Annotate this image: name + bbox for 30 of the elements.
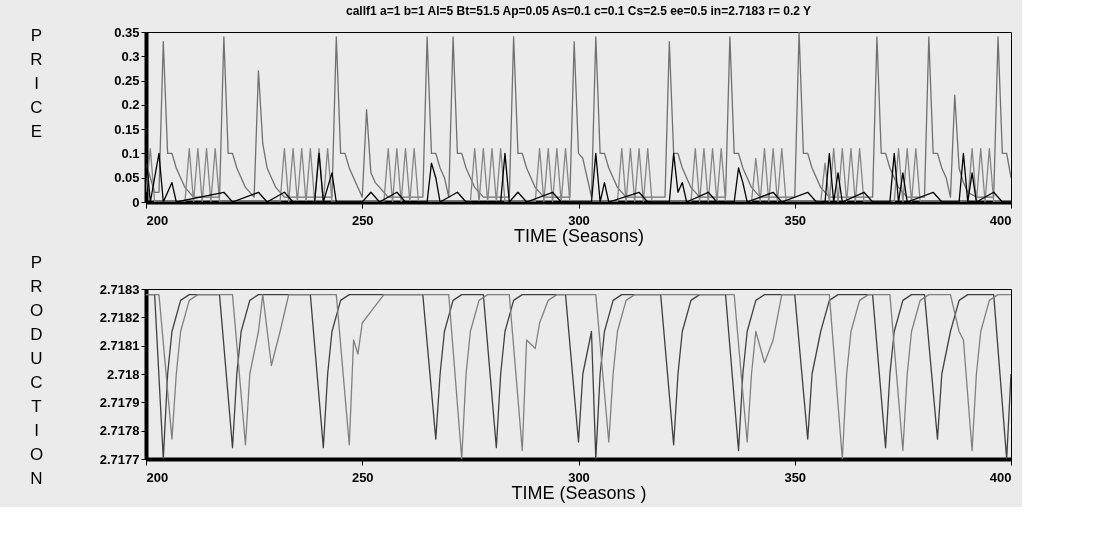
y-tick-label: 0.2 xyxy=(121,97,140,113)
x-tick-label: 400 xyxy=(989,469,1012,485)
x-tick-label: 200 xyxy=(146,469,169,485)
x-tick-label: 350 xyxy=(784,469,807,485)
x-tick-label: 350 xyxy=(784,212,807,228)
chart-title: callf1 a=1 b=1 Al=5 Bt=51.5 Ap=0.05 As=0.1 c=0.1 Cs=2.5 ee=0.5 in=2.7183 r= 0.2 Y xyxy=(345,4,812,18)
y-tick-label: 2.7183 xyxy=(99,281,140,297)
x-tick-label: 300 xyxy=(568,469,590,485)
y-tick-label: 0.35 xyxy=(114,24,140,40)
x-tick-label: 300 xyxy=(568,212,590,228)
x-tick-label: 400 xyxy=(989,212,1012,228)
y-tick-label: 0.1 xyxy=(121,145,140,161)
x-tick-label: 200 xyxy=(146,212,169,228)
y-tick-label: 0.15 xyxy=(114,121,140,137)
y-tick-label: 0 xyxy=(132,194,140,210)
x-tick-label: 250 xyxy=(351,469,374,485)
text: PRODUCTION xyxy=(29,252,44,488)
y-tick-label: 2.7182 xyxy=(99,309,140,325)
y-tick-label: 0.05 xyxy=(114,170,140,186)
x-axis-title: TIME (Seasons ) xyxy=(511,482,647,503)
y-tick-label: 2.7177 xyxy=(99,451,140,467)
x-axis-title: TIME (Seasons) xyxy=(513,225,645,246)
x-tick-label: 250 xyxy=(351,212,374,228)
y-tick-label: 2.7178 xyxy=(99,423,140,439)
y-tick-label: 2.7181 xyxy=(99,338,140,354)
y-tick-label: 0.3 xyxy=(121,48,140,64)
y-tick-label: 2.7179 xyxy=(99,394,140,410)
y-axis-title: PRICE xyxy=(30,25,43,141)
y-tick-label: 0.25 xyxy=(114,73,140,89)
y-tick-label: 2.718 xyxy=(106,366,140,382)
